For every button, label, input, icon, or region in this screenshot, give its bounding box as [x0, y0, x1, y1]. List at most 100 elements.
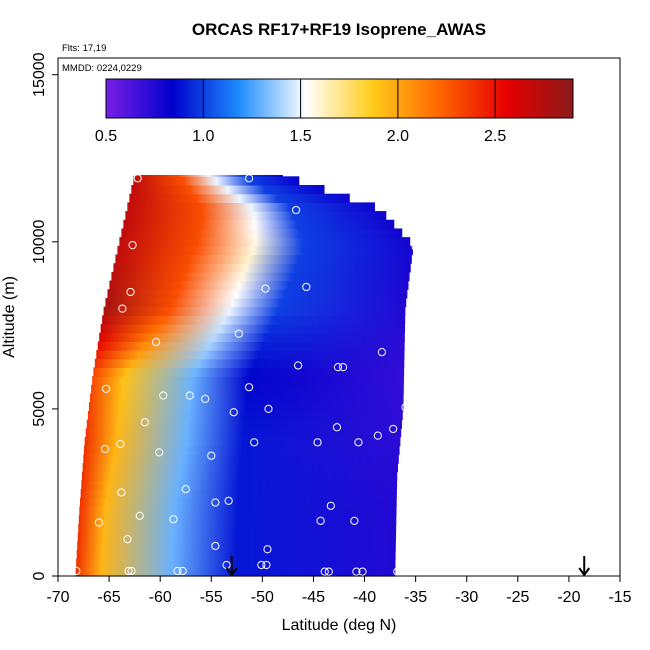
field-strip [109, 280, 409, 290]
x-tick-label: -25 [506, 589, 529, 606]
sample-marker [159, 391, 168, 400]
sample-marker [72, 566, 81, 576]
field-strip [111, 271, 410, 282]
sample-marker [207, 451, 216, 460]
sample-marker [294, 361, 303, 370]
field-strip [84, 436, 401, 447]
x-tick-label: -45 [302, 589, 325, 606]
sample-marker [389, 424, 398, 434]
colorbar-tick-label: 1.5 [289, 128, 311, 145]
y-tick-label: 10000 [31, 219, 48, 264]
sample-marker [124, 566, 133, 576]
sample-marker [185, 391, 194, 400]
concentration-field [75, 174, 413, 577]
sample-marker [151, 337, 161, 347]
y-tick-label: 15000 [31, 52, 48, 97]
sample-marker [354, 438, 363, 447]
sample-marker [262, 560, 271, 570]
field-strip [131, 184, 325, 195]
sample-marker [244, 383, 254, 392]
sample-marker [338, 363, 348, 372]
sample-marker [181, 485, 190, 494]
field-strip [82, 463, 399, 473]
field-strip [102, 315, 406, 325]
x-tick-label: -30 [455, 589, 478, 606]
x-tick-label: -65 [98, 589, 121, 606]
sample-marker [128, 241, 137, 250]
sample-marker [263, 545, 272, 554]
field-strip [123, 219, 395, 230]
x-tick-label: -50 [251, 589, 274, 606]
field-strip [88, 402, 404, 412]
sample-marker [127, 566, 136, 576]
y-axis-label: Altitude (m) [1, 276, 18, 358]
sample-marker [126, 287, 135, 297]
field-strip [117, 245, 413, 256]
sample-marker [302, 282, 311, 292]
colorbar-tick-label: 2.5 [484, 128, 506, 145]
sample-marker [169, 515, 178, 524]
sample-marker [326, 501, 335, 510]
field-strip [100, 324, 406, 334]
field-strip [79, 497, 397, 508]
colorbar [105, 78, 574, 119]
field-strip [97, 341, 405, 351]
field-strip [94, 358, 405, 369]
flight-arrow-head [578, 567, 591, 577]
field-strip [78, 523, 397, 534]
y-tick-label: 5000 [31, 391, 48, 427]
date-annotation: MMDD: 0224,0229 [62, 63, 142, 74]
field-strip [121, 228, 403, 238]
field-strip [113, 263, 411, 273]
sample-marker [350, 516, 359, 525]
sample-marker [352, 567, 361, 576]
sample-marker [224, 496, 233, 505]
sample-marker [316, 516, 325, 525]
sample-marker [393, 567, 402, 576]
sample-marker [264, 404, 273, 414]
sample-marker [291, 205, 301, 215]
flight-markers [225, 556, 591, 577]
sample-marker [178, 566, 187, 576]
sample-marker [211, 498, 220, 507]
field-strip [79, 506, 397, 516]
field-strip [85, 428, 402, 438]
field-strip [78, 515, 397, 525]
flights-annotation: Flts: 17,19 [62, 43, 106, 54]
sample-marker [135, 511, 144, 520]
sample-marker [117, 488, 126, 497]
sample-marker [234, 329, 243, 338]
sample-marker [324, 567, 333, 576]
field-strip [127, 202, 376, 212]
sample-marker [123, 535, 132, 544]
field-strip [119, 237, 411, 247]
field-strip [75, 567, 396, 577]
field-strip [83, 454, 399, 464]
field-strip [81, 471, 398, 482]
field-strip [133, 176, 300, 186]
sample-marker [94, 518, 103, 527]
sample-marker [358, 567, 367, 576]
x-tick-label: -20 [557, 589, 580, 606]
field-strip [96, 350, 405, 360]
colorbar-tick-label: 1.0 [192, 128, 214, 145]
x-tick-label: -55 [200, 589, 223, 606]
plot-frame [57, 57, 621, 577]
x-tick-label: -40 [353, 589, 376, 606]
x-tick-label: -15 [608, 589, 631, 606]
field-strip [134, 174, 283, 177]
sample-marker [201, 394, 210, 403]
field-strip [76, 549, 396, 560]
sample-marker [244, 174, 254, 183]
sample-marker [173, 566, 182, 576]
sample-marker [133, 174, 142, 183]
sample-marker [411, 242, 420, 251]
colorbar-ticks: 0.5 1.0 1.5 2.0 2.5 [95, 79, 506, 145]
x-tick-label: -60 [149, 589, 172, 606]
chart-title: ORCAS RF17+RF19 Isoprene_AWAS [192, 20, 486, 39]
field-strip [81, 480, 398, 490]
sample-marker [229, 408, 238, 417]
y-tick-label: 0 [31, 571, 48, 580]
sample-marker [140, 418, 149, 427]
